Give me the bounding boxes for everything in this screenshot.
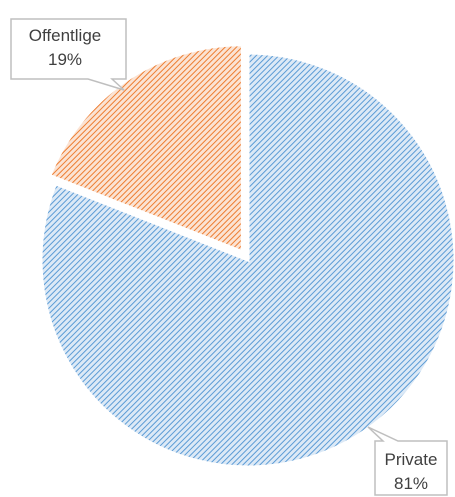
callout-box-private	[367, 426, 448, 496]
pie-slice-offentlige	[47, 43, 244, 254]
callout-box-offentlige	[10, 18, 127, 91]
slice-value-offentlige: 19%	[48, 50, 82, 69]
pie-slice-private	[39, 51, 455, 469]
slice-value-private: 81%	[394, 474, 428, 493]
slice-label-private: Private	[385, 450, 438, 469]
slice-label-offentlige: Offentlige	[29, 26, 101, 45]
data-label-private: Private 81%	[367, 426, 448, 496]
data-label-offentlige: Offentlige 19%	[10, 18, 127, 91]
